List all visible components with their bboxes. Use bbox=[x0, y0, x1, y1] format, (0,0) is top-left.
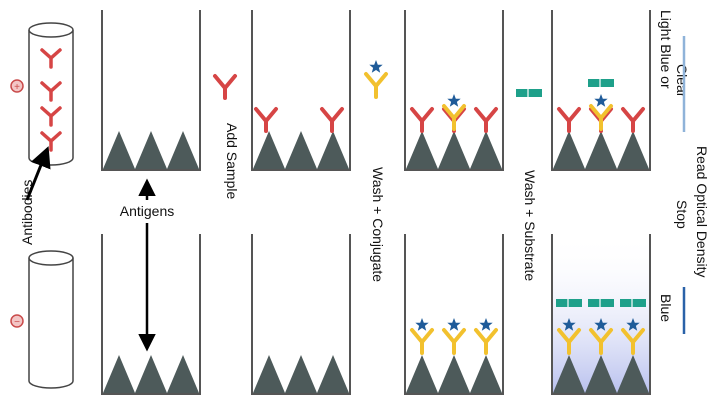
antigen bbox=[253, 355, 349, 393]
well-bottom-1 bbox=[101, 233, 201, 395]
substrate-bar bbox=[619, 298, 647, 308]
antibodies-arrow bbox=[25, 146, 51, 201]
conjugate-antibody bbox=[442, 328, 466, 355]
substrate-bar bbox=[555, 298, 583, 308]
wash-substrate-label: Wash + Substrate bbox=[522, 170, 538, 281]
bound-antibody bbox=[254, 107, 278, 133]
substrate-icon bbox=[515, 88, 543, 98]
antigen bbox=[103, 131, 199, 169]
conjugate-antibody bbox=[442, 104, 466, 131]
antigen bbox=[406, 355, 502, 393]
sample-antibody-icon bbox=[213, 74, 237, 100]
enzyme-star bbox=[415, 318, 429, 331]
positive-sign: + bbox=[10, 79, 24, 93]
well-top-4 bbox=[551, 9, 651, 171]
bound-antibody bbox=[557, 107, 581, 133]
result-blue-label: Blue bbox=[658, 294, 674, 322]
enzyme-star bbox=[594, 94, 608, 107]
result-light-blue-label: Light Blue or bbox=[658, 10, 674, 89]
negative-sign: − bbox=[10, 314, 24, 328]
bound-antibody bbox=[320, 107, 344, 133]
enzyme-star bbox=[447, 318, 461, 331]
wash-conjugate-label: Wash + Conjugate bbox=[370, 167, 386, 282]
antigens-label: Antigens bbox=[120, 203, 174, 219]
well-top-3 bbox=[404, 9, 504, 171]
antigen bbox=[553, 355, 649, 393]
read-od-label: Read Optical Density bbox=[694, 146, 710, 278]
conjugate-icon bbox=[364, 60, 388, 99]
tube-negative bbox=[28, 250, 74, 389]
conjugate-antibody bbox=[589, 104, 613, 131]
stop-label: Stop bbox=[674, 200, 690, 229]
conjugate-antibody bbox=[410, 328, 434, 355]
substrate-bar bbox=[587, 298, 615, 308]
substrate-bar bbox=[587, 78, 615, 88]
add-sample-label: Add Sample bbox=[224, 123, 240, 199]
bound-antibody bbox=[621, 107, 645, 133]
antibodies-label: Antibodies bbox=[19, 180, 35, 245]
well-bottom-4 bbox=[551, 233, 651, 395]
bound-antibody bbox=[474, 107, 498, 133]
enzyme-star bbox=[447, 94, 461, 107]
enzyme-star bbox=[479, 318, 493, 331]
antigen bbox=[553, 131, 649, 169]
bound-antibody bbox=[410, 107, 434, 133]
well-bottom-2 bbox=[251, 233, 351, 395]
svg-text:−: − bbox=[14, 317, 20, 328]
antigen bbox=[253, 131, 349, 169]
svg-text:+: + bbox=[14, 82, 20, 93]
conjugate-antibody bbox=[474, 328, 498, 355]
antigen bbox=[103, 355, 199, 393]
antigen bbox=[406, 131, 502, 169]
well-bottom-3 bbox=[404, 233, 504, 395]
result-clear-label: Clear bbox=[674, 64, 690, 98]
well-top-1 bbox=[101, 9, 201, 171]
tube-positive bbox=[28, 22, 74, 166]
well-top-2 bbox=[251, 9, 351, 171]
